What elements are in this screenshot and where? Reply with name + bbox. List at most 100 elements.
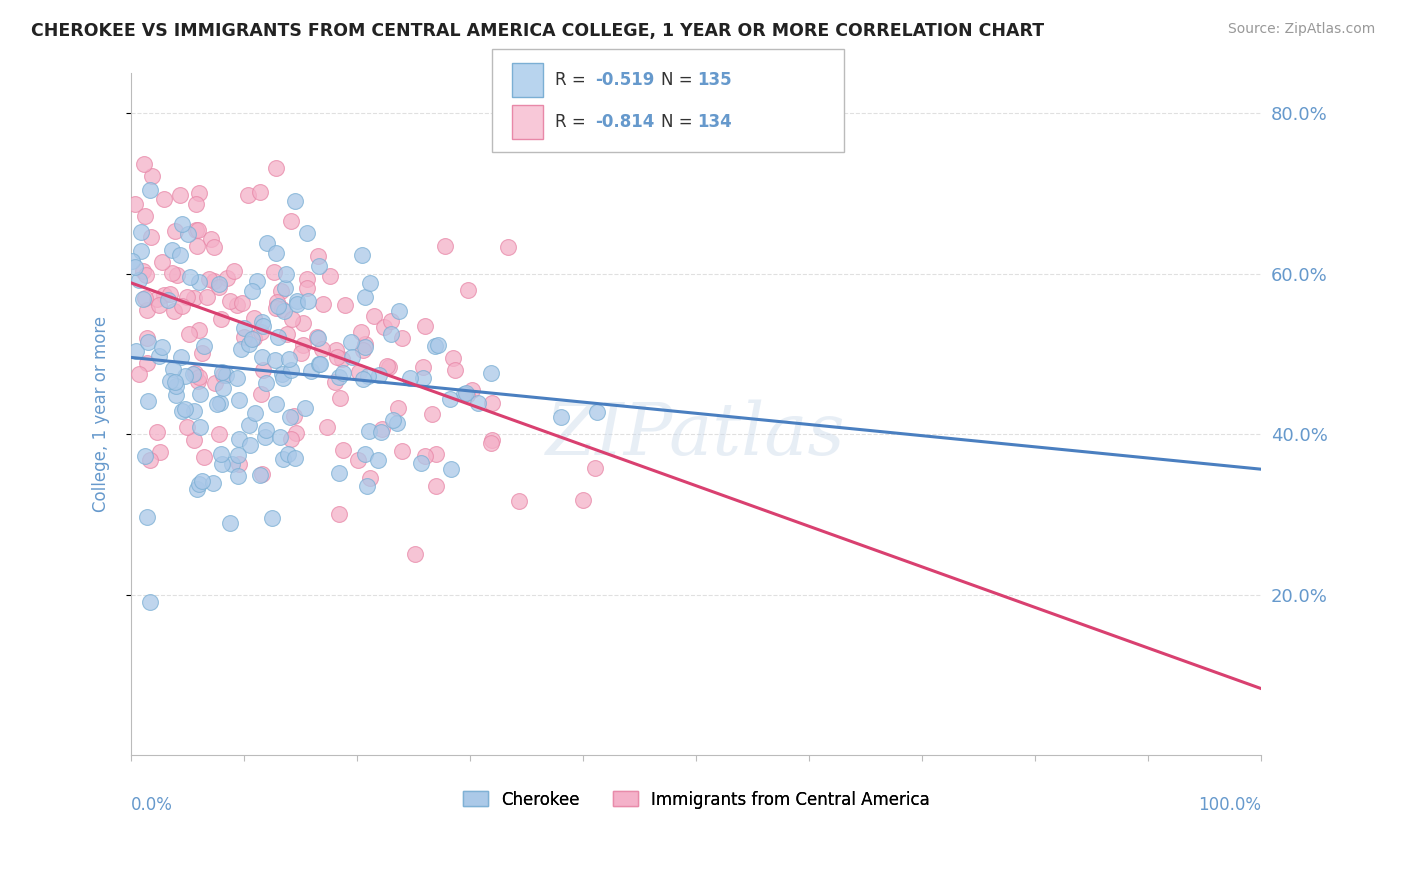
Point bbox=[184, 366, 207, 380]
Point bbox=[316, 420, 339, 434]
Point bbox=[290, 346, 312, 360]
Point bbox=[240, 333, 263, 347]
Point bbox=[128, 273, 150, 287]
Point bbox=[319, 269, 342, 284]
Point bbox=[309, 357, 332, 371]
Point bbox=[411, 457, 433, 471]
Point bbox=[176, 420, 198, 434]
Point bbox=[269, 430, 291, 444]
Point bbox=[271, 452, 294, 467]
Point bbox=[385, 416, 408, 430]
Point bbox=[205, 397, 228, 411]
Point bbox=[413, 318, 436, 333]
Point bbox=[329, 392, 352, 406]
Point bbox=[193, 339, 215, 353]
Text: N =: N = bbox=[661, 113, 697, 131]
Point bbox=[219, 516, 242, 530]
Point bbox=[357, 368, 380, 383]
Point bbox=[278, 409, 301, 424]
Point bbox=[136, 302, 159, 317]
Point bbox=[377, 359, 399, 374]
Point bbox=[284, 450, 307, 465]
Legend: Cherokee, Immigrants from Central America: Cherokee, Immigrants from Central Americ… bbox=[456, 784, 936, 815]
Point bbox=[359, 471, 381, 485]
Point bbox=[273, 304, 295, 318]
Point bbox=[356, 479, 378, 493]
Point bbox=[228, 433, 250, 447]
Point bbox=[404, 547, 426, 561]
Point bbox=[252, 351, 274, 365]
Point bbox=[264, 301, 287, 315]
Point bbox=[382, 412, 405, 426]
Point bbox=[145, 292, 167, 306]
Point bbox=[136, 335, 159, 350]
Point bbox=[354, 340, 377, 354]
Point bbox=[125, 344, 148, 359]
Point bbox=[249, 387, 271, 401]
Point bbox=[371, 422, 394, 436]
Point bbox=[209, 447, 232, 461]
Point bbox=[217, 271, 239, 285]
Point bbox=[252, 318, 274, 333]
Point bbox=[187, 223, 209, 237]
Point bbox=[211, 457, 233, 471]
Point bbox=[174, 402, 197, 417]
Point bbox=[233, 330, 256, 344]
Point bbox=[380, 327, 402, 342]
Point bbox=[354, 336, 377, 351]
Point bbox=[294, 401, 316, 415]
Point bbox=[283, 409, 305, 423]
Point bbox=[246, 274, 269, 288]
Point bbox=[238, 418, 260, 433]
Point bbox=[215, 368, 238, 382]
Point bbox=[231, 295, 253, 310]
Point bbox=[145, 425, 167, 439]
Point bbox=[415, 449, 437, 463]
Text: -0.519: -0.519 bbox=[595, 71, 654, 89]
Point bbox=[242, 331, 264, 345]
Point bbox=[572, 493, 595, 508]
Point bbox=[197, 272, 219, 286]
Point bbox=[367, 368, 389, 382]
Point bbox=[311, 343, 333, 357]
Point bbox=[160, 243, 183, 257]
Point bbox=[150, 254, 173, 268]
Point bbox=[139, 229, 162, 244]
Point bbox=[191, 346, 214, 360]
Point bbox=[380, 314, 402, 328]
Point bbox=[264, 246, 287, 260]
Point bbox=[363, 310, 385, 324]
Point bbox=[200, 232, 222, 246]
Point bbox=[461, 383, 484, 397]
Point bbox=[330, 352, 353, 367]
Point bbox=[129, 244, 152, 259]
Text: CHEROKEE VS IMMIGRANTS FROM CENTRAL AMERICA COLLEGE, 1 YEAR OR MORE CORRELATION : CHEROKEE VS IMMIGRANTS FROM CENTRAL AMER… bbox=[31, 22, 1045, 40]
Point bbox=[439, 392, 461, 406]
Point bbox=[323, 375, 346, 389]
Point bbox=[457, 283, 479, 297]
Point bbox=[388, 303, 411, 318]
Point bbox=[274, 267, 297, 281]
Text: Source: ZipAtlas.com: Source: ZipAtlas.com bbox=[1227, 22, 1375, 37]
Point bbox=[347, 453, 370, 467]
Point bbox=[165, 378, 187, 392]
Point bbox=[270, 284, 292, 298]
Point bbox=[332, 442, 354, 457]
Point bbox=[278, 351, 301, 366]
Text: ZIPatlas: ZIPatlas bbox=[547, 400, 846, 470]
Point bbox=[121, 253, 143, 268]
Point bbox=[354, 447, 377, 461]
Point bbox=[183, 433, 205, 447]
Point bbox=[136, 356, 159, 370]
Point bbox=[375, 359, 398, 373]
Point bbox=[170, 350, 193, 364]
Point bbox=[276, 326, 298, 341]
Point bbox=[496, 239, 519, 253]
Point bbox=[273, 371, 295, 385]
Point bbox=[176, 290, 198, 304]
Point bbox=[226, 469, 249, 483]
Point bbox=[425, 479, 447, 493]
Point bbox=[169, 248, 191, 262]
Point bbox=[333, 298, 356, 312]
Point bbox=[467, 396, 489, 410]
